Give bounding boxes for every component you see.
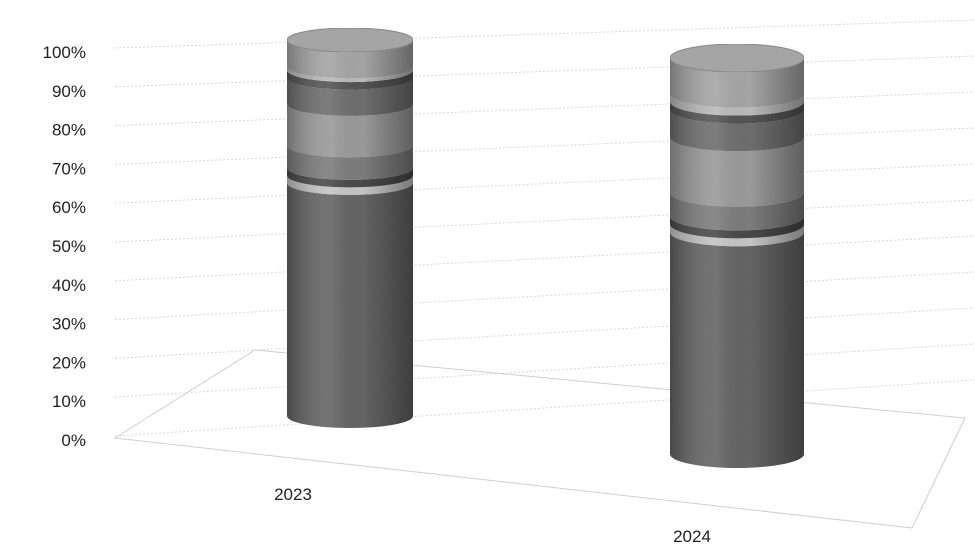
y-tick-label: 20% <box>52 353 86 372</box>
x-tick-label: 2024 <box>673 527 711 546</box>
y-tick-label: 100% <box>43 43 86 62</box>
gridline <box>114 271 975 321</box>
gridline <box>114 307 975 359</box>
x-axis-labels: 2023 2024 <box>274 485 711 546</box>
gridline <box>114 199 975 243</box>
y-tick-label: 0% <box>61 431 86 450</box>
gridline <box>114 235 975 282</box>
chart-floor <box>113 349 966 529</box>
y-tick-label: 40% <box>52 276 86 295</box>
y-tick-label: 90% <box>52 82 86 101</box>
y-tick-label: 50% <box>52 237 86 256</box>
cylinder-bar <box>669 43 805 468</box>
floor-outline <box>113 349 966 529</box>
y-tick-label: 60% <box>52 198 86 217</box>
gridline <box>114 91 975 127</box>
y-axis-ticks: 0% 10% 20% 30% 40% 50% 60% 70% 80% 90% 100% <box>43 43 86 450</box>
y-tick-label: 10% <box>52 392 86 411</box>
bar-shading <box>287 40 413 428</box>
gridline <box>114 19 975 49</box>
bar-top-cap <box>286 27 414 53</box>
gridline <box>114 163 975 204</box>
bar-shading <box>670 58 804 468</box>
y-tick-label: 30% <box>52 315 86 334</box>
gridline <box>114 127 975 165</box>
y-tick-label: 80% <box>52 121 86 140</box>
bars <box>286 27 805 468</box>
x-tick-label: 2023 <box>274 485 312 504</box>
bar-top-cap <box>669 43 805 73</box>
cylinder-bar <box>286 27 414 428</box>
gridline <box>114 343 975 398</box>
gridline <box>114 379 975 437</box>
y-tick-label: 70% <box>52 159 86 178</box>
grid-lines <box>114 19 975 437</box>
gridline <box>114 55 975 88</box>
